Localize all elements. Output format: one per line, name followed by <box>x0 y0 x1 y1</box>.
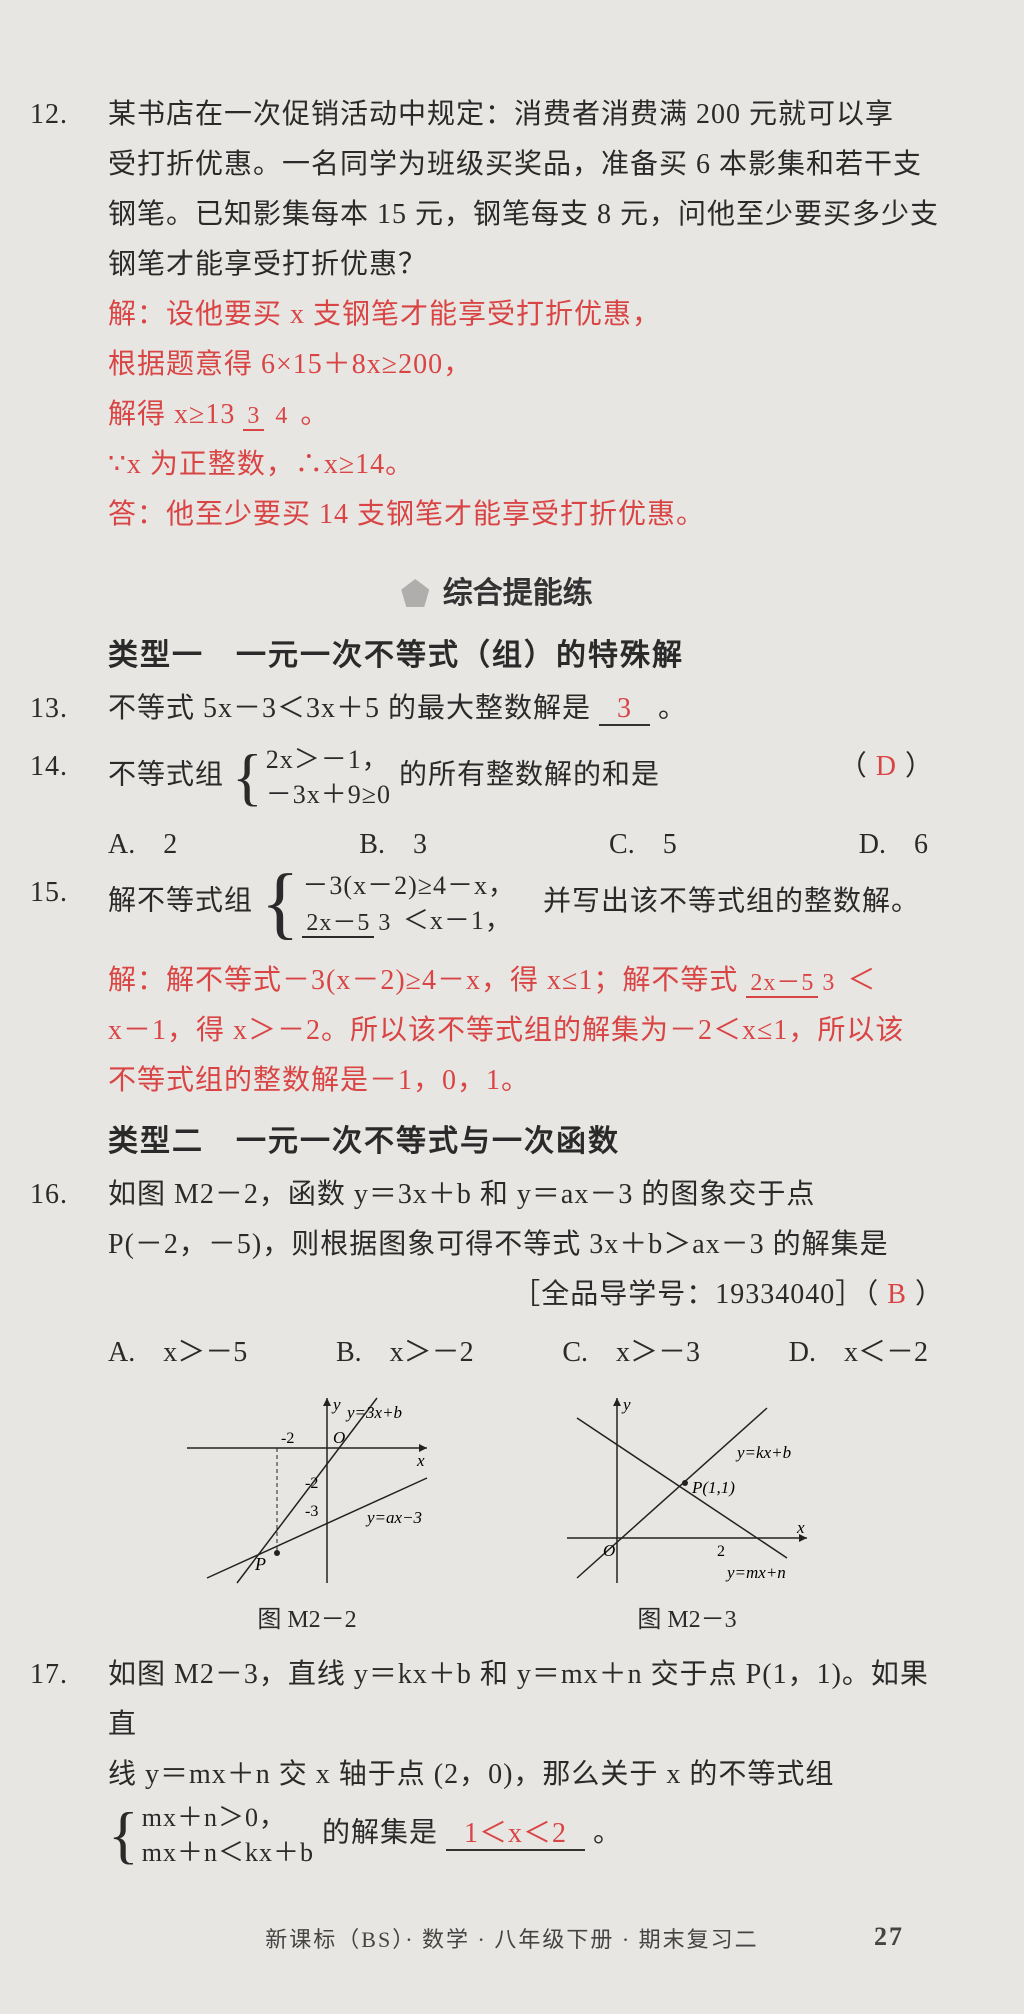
page-footer: 新课标（BS）· 数学 · 八年级下册 · 期末复习二 27 <box>0 1922 1024 1954</box>
svg-text:O: O <box>333 1428 345 1447</box>
q16-optC: C. x＞－3 <box>562 1330 700 1370</box>
svg-text:x: x <box>416 1451 425 1470</box>
q16-ref: ［全品导学号：19334040］（ B ） <box>108 1270 944 1320</box>
section-title: 综合提能练 <box>443 577 593 610</box>
question-12: 12. 某书店在一次促销活动中规定：消费者消费满 200 元就可以享 受打折优惠… <box>30 90 964 540</box>
q14-optC: C. 5 <box>609 822 677 862</box>
figure-m2-2: y x O y=3x+b y=ax−3 -2 -2 -3 P 图 M2－2 <box>177 1388 437 1634</box>
q14-optA: A. 2 <box>108 822 177 862</box>
q12-l2: 受打折优惠。一名同学为班级买奖品，准备买 6 本影集和若干支 <box>108 140 944 190</box>
q12-a4: ∵x 为正整数，∴x≥14。 <box>108 440 944 490</box>
q16-optA: A. x＞－5 <box>108 1330 247 1370</box>
q16-optD: D. x＜－2 <box>789 1330 928 1370</box>
svg-text:y=kx+b: y=kx+b <box>735 1443 791 1462</box>
type1-header: 类型一 一元一次不等式（组）的特殊解 <box>108 630 964 674</box>
q14-num: 14. <box>30 742 68 792</box>
q17-l1: 如图 M2－3，直线 y＝kx＋b 和 y＝mx＋n 交于点 P(1，1)。如果… <box>108 1650 944 1750</box>
q17-l2: 线 y＝mx＋n 交 x 轴于点 (2，0)，那么关于 x 的不等式组 <box>108 1750 944 1800</box>
q12-a1: 解：设他要买 x 支钢笔才能享受打折优惠， <box>108 290 944 340</box>
q13-num: 13. <box>30 684 68 734</box>
section-header: 综合提能练 <box>30 568 964 612</box>
q14-optB: B. 3 <box>359 822 427 862</box>
svg-text:2: 2 <box>717 1543 725 1560</box>
q12-a3-frac: 3 4 <box>243 403 292 429</box>
fig2-caption: 图 M2－3 <box>557 1599 817 1634</box>
q14-optD: D. 6 <box>859 822 928 862</box>
svg-text:y: y <box>331 1395 341 1414</box>
svg-text:-2: -2 <box>281 1430 294 1447</box>
question-15: 15. 解不等式组 { －3(x－2)≥4－x， 2x－53 ＜x－1， 并写出… <box>30 868 964 1106</box>
q14-paren: （ D ） <box>839 742 934 792</box>
svg-text:y: y <box>621 1395 631 1414</box>
q15-a2: x－1，得 x＞－2。所以该不等式组的解集为－2＜x≤1，所以该 <box>108 1006 944 1056</box>
q12-a5: 答：他至少要买 14 支钢笔才能享受打折优惠。 <box>108 490 944 540</box>
svg-text:P: P <box>254 1554 266 1574</box>
q12-a3a: 解得 x≥13 <box>108 399 243 430</box>
q17-num: 17. <box>30 1650 68 1700</box>
q12-a3: 解得 x≥13 3 4 。 <box>108 390 944 440</box>
figure-m2-3: y x O y=kx+b y=mx+n P(1,1) 2 图 M2－3 <box>557 1388 817 1634</box>
q14-body: 不等式组 { 2x＞－1， －3x＋9≥0 的所有整数解的和是 （ D ） <box>108 742 944 812</box>
q16-num: 16. <box>30 1170 68 1220</box>
recycle-icon <box>401 579 429 607</box>
svg-text:-2: -2 <box>305 1475 318 1492</box>
svg-text:y=ax−3: y=ax−3 <box>365 1508 422 1527</box>
svg-text:x: x <box>796 1518 805 1537</box>
q12-l4: 钢笔才能享受打折优惠？ <box>108 240 944 290</box>
svg-text:y=mx+n: y=mx+n <box>725 1563 786 1582</box>
q16-answer: B <box>887 1279 907 1310</box>
q13-body: 不等式 5x－3＜3x＋5 的最大整数解是 3 。 <box>108 684 944 734</box>
q17-answer: 1＜x＜2 <box>446 1818 585 1851</box>
question-17: 17. 如图 M2－3，直线 y＝kx＋b 和 y＝mx＋n 交于点 P(1，1… <box>30 1650 964 1870</box>
q17-brace-line: { mx＋n＞0， mx＋n＜kx＋b 的解集是 1＜x＜2 。 <box>108 1800 944 1870</box>
q14-brace: { 2x＞－1， －3x＋9≥0 <box>232 742 391 812</box>
svg-text:-3: -3 <box>305 1503 318 1520</box>
q16-l1: 如图 M2－2，函数 y＝3x＋b 和 y＝ax－3 的图象交于点 <box>108 1170 944 1220</box>
q14-options: A. 2 B. 3 C. 5 D. 6 <box>108 822 928 862</box>
q16-figures: y x O y=3x+b y=ax−3 -2 -2 -3 P 图 M2－2 <box>30 1388 964 1634</box>
q12-num: 12. <box>30 90 68 140</box>
svg-text:O: O <box>603 1541 615 1560</box>
q16-optB: B. x＞－2 <box>336 1330 474 1370</box>
question-13: 13. 不等式 5x－3＜3x＋5 的最大整数解是 3 。 <box>30 684 964 734</box>
q12-a2: 根据题意得 6×15＋8x≥200， <box>108 340 944 390</box>
q15-body: 解不等式组 { －3(x－2)≥4－x， 2x－53 ＜x－1， 并写出该不等式… <box>108 868 944 938</box>
fig1-caption: 图 M2－2 <box>177 1599 437 1634</box>
q16-l2: P(－2，－5)，则根据图象可得不等式 3x＋b＞ax－3 的解集是 <box>108 1220 944 1270</box>
q15-brace: { －3(x－2)≥4－x， 2x－53 ＜x－1， <box>261 868 515 938</box>
q15-a1: 解：解不等式－3(x－2)≥4－x，得 x≤1；解不等式 2x－53 ＜ <box>108 956 944 1006</box>
question-14: 14. 不等式组 { 2x＞－1， －3x＋9≥0 的所有整数解的和是 （ D … <box>30 742 964 862</box>
q14-answer: D <box>876 751 897 782</box>
footer-text: 新课标（BS）· 数学 · 八年级下册 · 期末复习二 <box>265 1927 758 1952</box>
q12-l3: 钢笔。已知影集每本 15 元，钢笔每支 8 元，问他至少要买多少支 <box>108 190 944 240</box>
type2-header: 类型二 一元一次不等式与一次函数 <box>108 1116 964 1160</box>
q12-l1: 某书店在一次促销活动中规定：消费者消费满 200 元就可以享 <box>108 90 944 140</box>
q15-a3: 不等式组的整数解是－1，0，1。 <box>108 1056 944 1106</box>
q16-options: A. x＞－5 B. x＞－2 C. x＞－3 D. x＜－2 <box>108 1330 928 1370</box>
q15-num: 15. <box>30 868 68 918</box>
q13-answer: 3 <box>599 693 650 726</box>
page-number: 27 <box>874 1922 904 1952</box>
svg-text:P(1,1): P(1,1) <box>691 1478 735 1497</box>
question-16: 16. 如图 M2－2，函数 y＝3x＋b 和 y＝ax－3 的图象交于点 P(… <box>30 1170 964 1634</box>
svg-text:y=3x+b: y=3x+b <box>345 1403 402 1422</box>
